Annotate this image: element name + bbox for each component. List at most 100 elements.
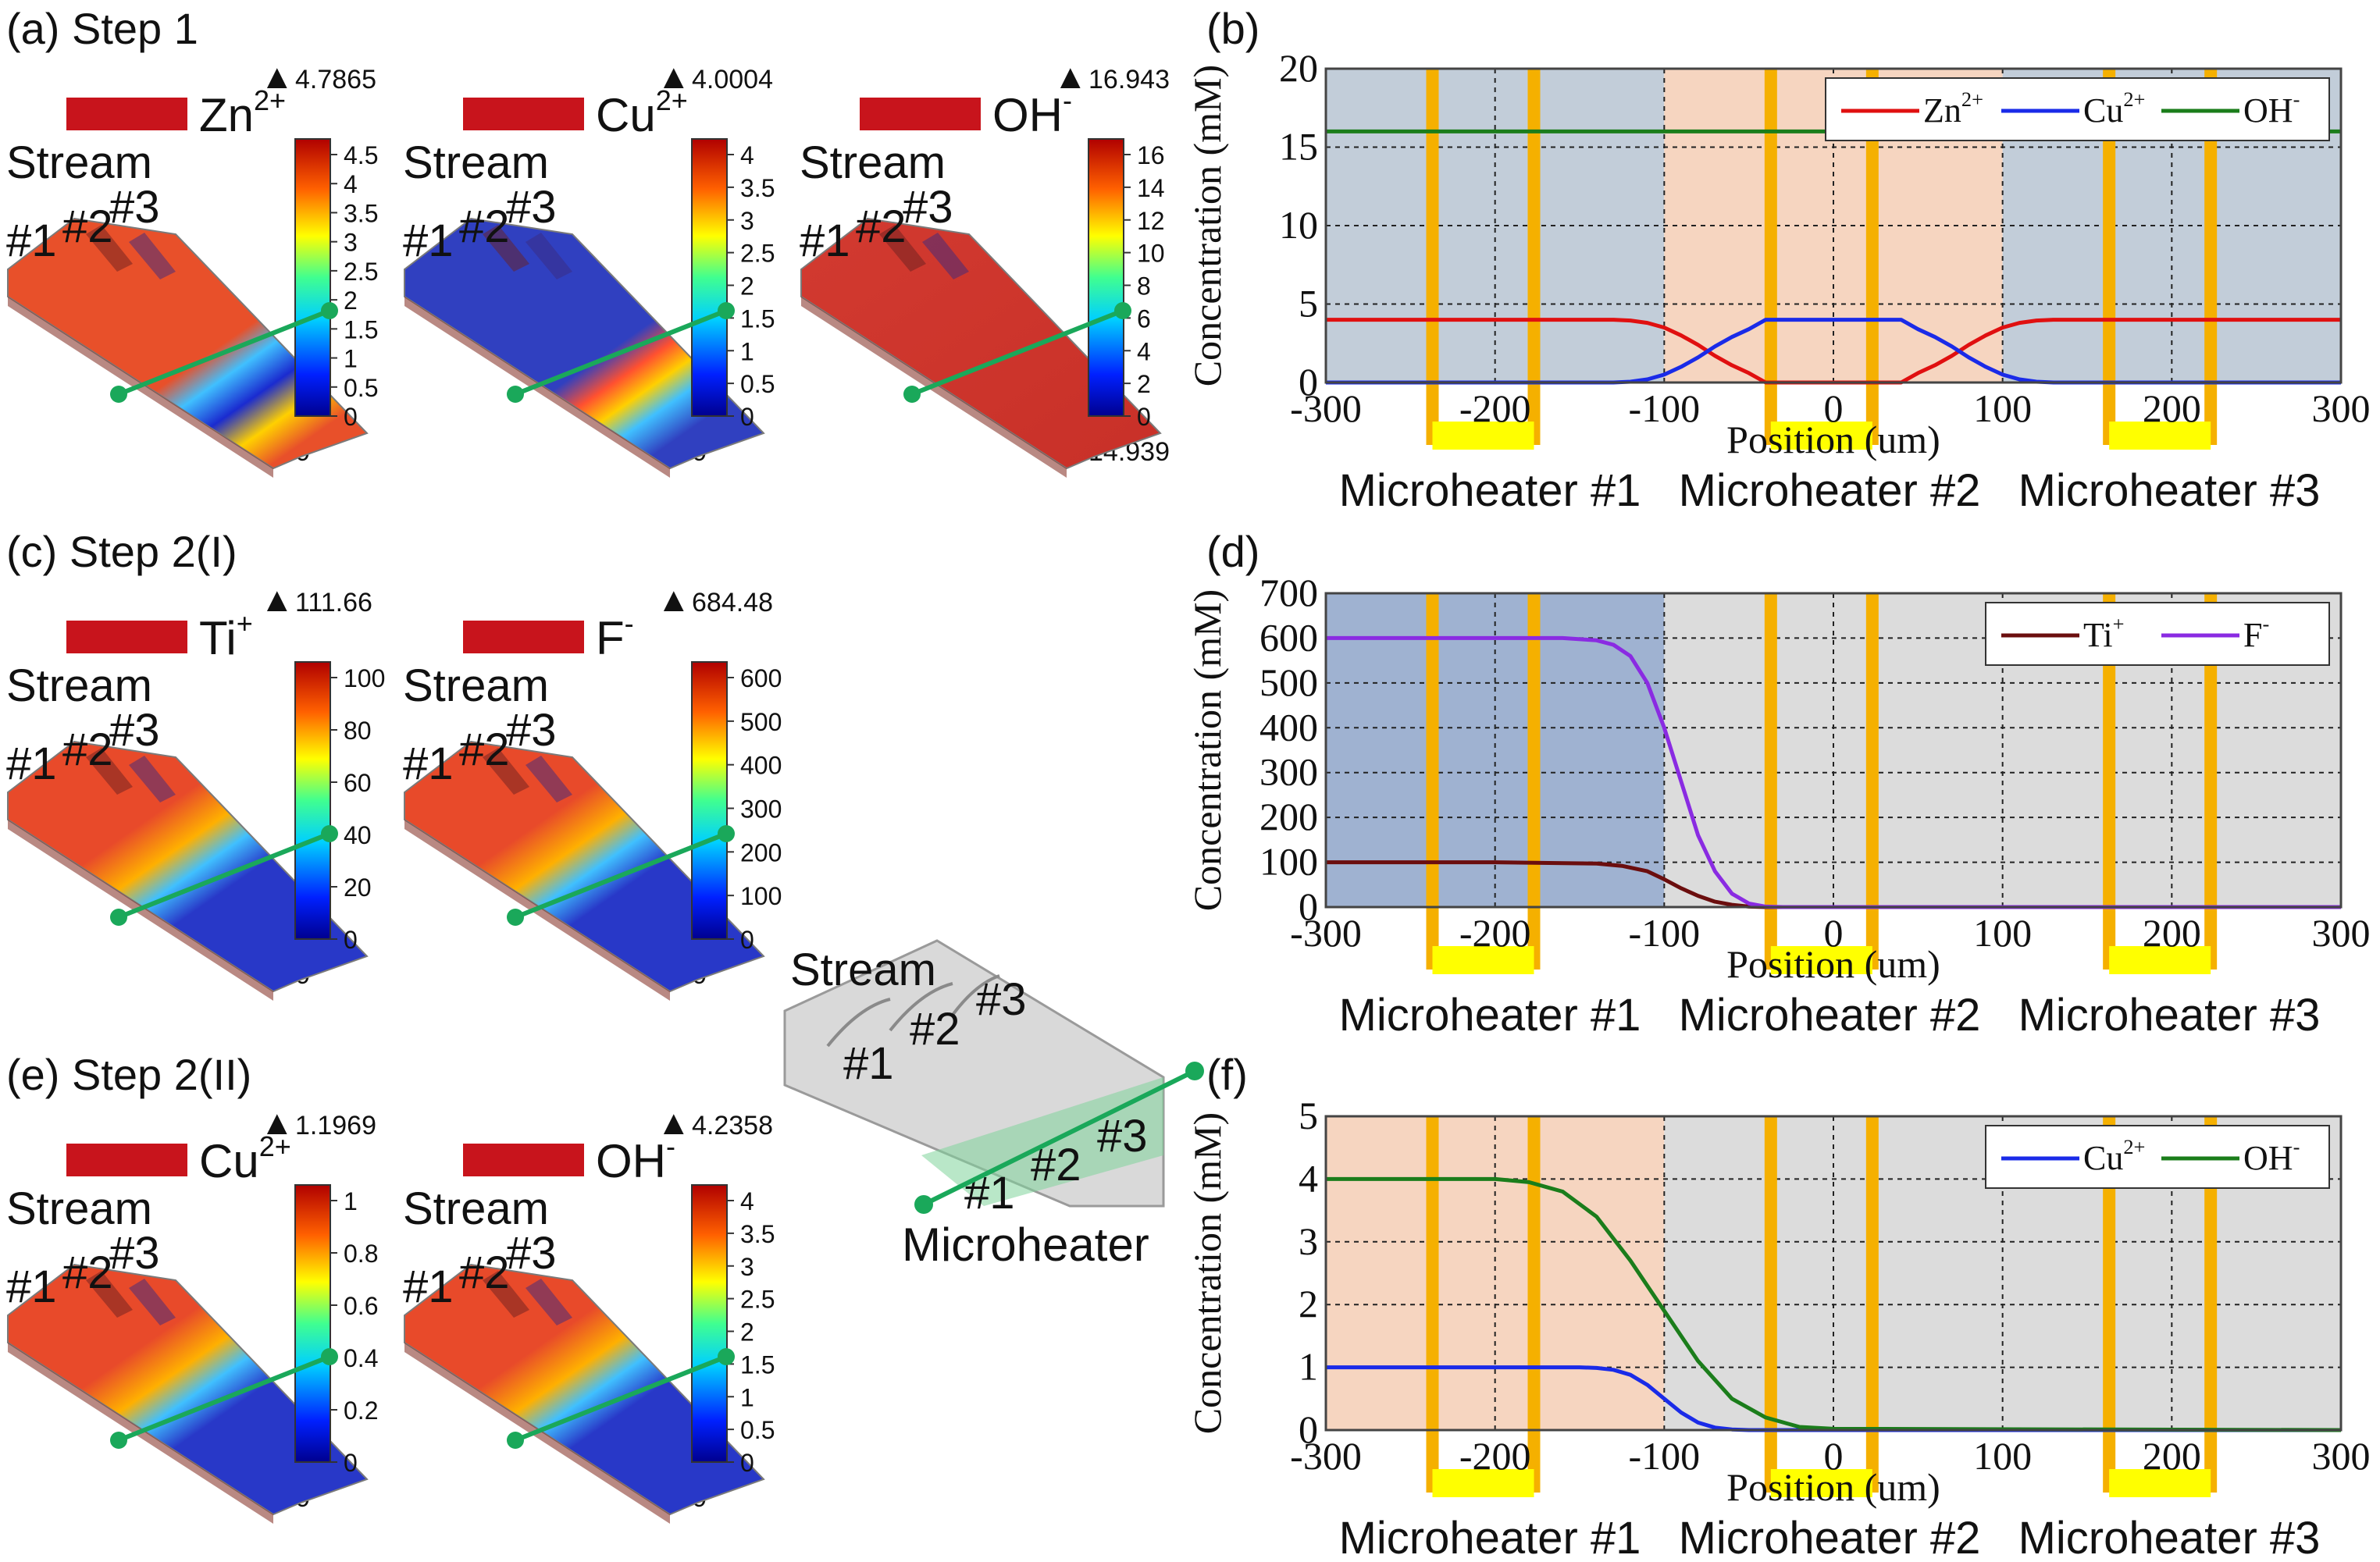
color-bar-tick-label: 2: [740, 1318, 754, 1347]
heater-pad-1: [1770, 1469, 1872, 1497]
heater-bar-0-right: [1527, 69, 1541, 445]
channel-body: [7, 1263, 369, 1516]
color-bar-tick-label: 4: [1137, 337, 1151, 365]
color-bar-tick-label: 3: [740, 1253, 754, 1281]
species-label: OH-: [992, 84, 1072, 141]
y-tick-label: 0: [1299, 360, 1318, 404]
chart-0: (b) -300 -200 -100 0 100 200 300 0 5 10 15 20 Positio…: [1185, 4, 2371, 516]
y-tick-label: 15: [1279, 125, 1318, 169]
colormap-zn: Zn2+▲4.7865▼0Stream#1#2#34.543.532.521.5…: [6, 58, 378, 478]
species-label-base: F: [596, 612, 625, 664]
channel-body: [404, 217, 765, 470]
heater-label-1: Microheater #2: [1679, 465, 1981, 516]
color-bar-tick-label: 4: [740, 1187, 754, 1215]
species-label-base: OH: [992, 89, 1063, 141]
heater-bar-2-right: [2204, 593, 2218, 970]
legend-label-zn-sup: 2+: [1961, 87, 1983, 111]
max-value: 4.0004: [692, 65, 773, 94]
y-tick-label: 5: [1299, 1094, 1318, 1137]
x-tick-label: 200: [2143, 1434, 2201, 1478]
chart-2: (f) -300 -200 -100 0 100 200 300 0 1 2 3 4 5 Position …: [1185, 1050, 2371, 1562]
concentration-charts: (b)-300 -200 -100 0 100 200 30005101520Positio…: [1185, 4, 2371, 1562]
legend-label-cu-base: Cu: [2083, 1139, 2123, 1177]
species-swatch: [860, 98, 981, 130]
legend-label-cu-base: Cu: [2083, 91, 2123, 130]
inlet-3: [922, 233, 969, 279]
stream-1-label: #1: [403, 215, 454, 266]
stream-2-label: #2: [856, 201, 907, 252]
heater-bar-1-left: [1764, 69, 1777, 445]
inlet-3: [526, 756, 572, 802]
inlet-3: [129, 233, 176, 279]
color-bar-tick-label: 0.5: [740, 1416, 775, 1444]
color-bar: [691, 661, 728, 940]
stream-1-label: #1: [6, 215, 57, 266]
probe-start: [507, 386, 524, 403]
color-bar-tick-label: 16: [1137, 141, 1165, 169]
x-tick-label: 100: [1973, 1434, 2032, 1478]
x-tick-label: 200: [2143, 386, 2201, 430]
x-tick-label: -300: [1290, 1434, 1362, 1478]
heater-label-0: Microheater #1: [1339, 465, 1641, 516]
max-marker: ▲: [657, 1104, 691, 1142]
species-label: OH-: [596, 1130, 675, 1187]
max-marker: ▲: [657, 581, 691, 619]
legend-label-oh-base: OH: [2243, 91, 2293, 130]
schematic-inlets: [826, 974, 1000, 1048]
color-bar-tick-label: 60: [344, 769, 372, 797]
stream-label: Stream: [403, 660, 549, 711]
legend-label-cu: Cu2+: [2083, 87, 2145, 130]
schematic-inlet-3: #3: [976, 974, 1027, 1025]
x-axis-label: Position (um): [1726, 1465, 1940, 1509]
schematic-inlet-2: #2: [910, 1004, 960, 1055]
color-bar-tick-label: 0: [740, 926, 754, 954]
max-value: 111.66: [295, 588, 372, 617]
heater-pad-1: [1770, 422, 1872, 450]
panel-tag: (c) Step 2(I): [6, 527, 237, 576]
x-tick-label: 300: [2312, 1434, 2371, 1478]
schematic-heater-3: #3: [1097, 1111, 1148, 1162]
color-bar-tick-label: 300: [740, 795, 782, 824]
heater-label-1: Microheater #2: [1679, 1513, 1981, 1562]
heater-pad-0: [1432, 1469, 1534, 1497]
max-value: 1.1969: [295, 1111, 376, 1140]
heater-pad-0: [1432, 422, 1534, 450]
x-tick-label: 0: [1824, 386, 1844, 430]
color-bar-tick-label: 1.5: [740, 1350, 775, 1379]
probe-line: [514, 1354, 728, 1443]
stream-2-label: #2: [459, 724, 510, 775]
legend-label-cu: Cu2+: [2083, 1135, 2145, 1177]
region-0: [1326, 593, 1665, 907]
region-0: [1326, 1116, 1665, 1430]
x-tick-label: 300: [2312, 386, 2371, 430]
stream-label: Stream: [6, 660, 152, 711]
inlet-2: [86, 225, 133, 272]
heater-pad-2: [2109, 422, 2211, 450]
legend-label-oh-sup: -: [2293, 87, 2300, 111]
max-marker: ▲: [1053, 58, 1088, 96]
species-swatch: [463, 1144, 584, 1176]
color-bar-tick-label: 0.6: [344, 1292, 378, 1320]
legend-label-ti-base: Ti: [2083, 616, 2113, 654]
color-bar-tick-label: 4: [344, 170, 358, 198]
color-bar-tick-label: 0: [740, 403, 754, 431]
heater-label-0: Microheater #1: [1339, 990, 1641, 1041]
inlet-3: [526, 1279, 572, 1325]
stream-label: Stream: [800, 137, 946, 188]
plot-frame: [1324, 67, 2343, 384]
legend-label-f: F-: [2243, 612, 2269, 654]
species-label: Cu2+: [596, 84, 688, 141]
color-bar-tick-label: 0: [344, 1449, 358, 1477]
y-tick-label: 200: [1259, 795, 1318, 838]
x-axis-label: Position (um): [1726, 942, 1940, 986]
species-label-sup: 2+: [254, 84, 286, 116]
species-label-sup: -: [666, 1130, 675, 1162]
max-marker: ▲: [260, 1104, 294, 1142]
y-tick-label: 0: [1299, 884, 1318, 928]
color-bar-tick-label: 1: [344, 345, 358, 373]
colormap-f: F-▲684.48▼0Stream#1#2#360050040030020010…: [403, 581, 782, 1001]
colormap-cu: Cu2+▲4.0004▼0Stream#1#2#343.532.521.510.…: [403, 58, 775, 478]
color-bar-tick-label: 0.8: [344, 1240, 378, 1268]
